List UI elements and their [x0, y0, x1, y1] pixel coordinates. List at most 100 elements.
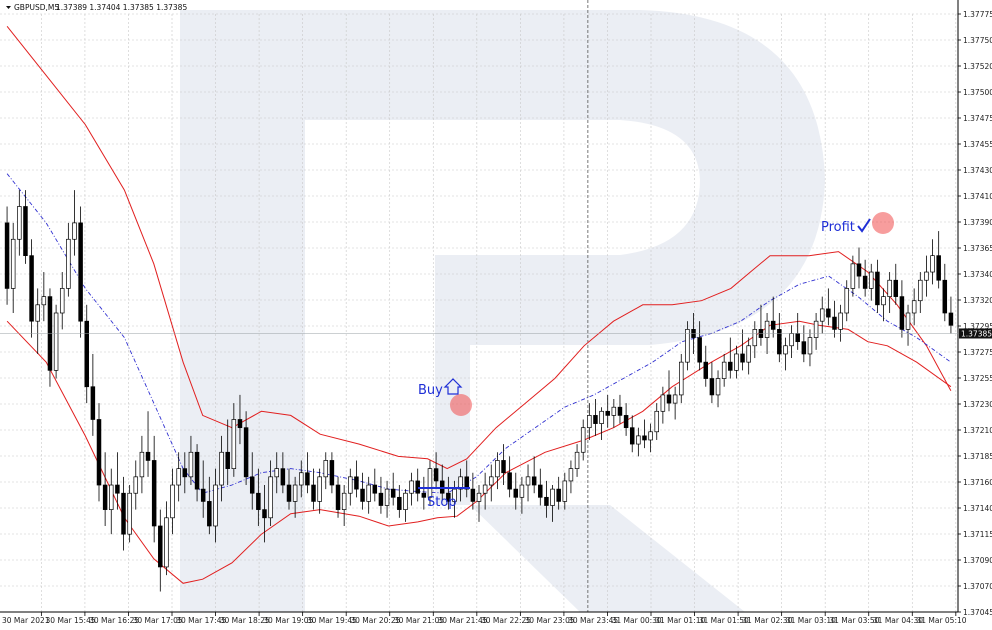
candle-body	[930, 255, 935, 273]
candle-body	[243, 427, 249, 478]
price-tick-label: 1.37500	[963, 88, 992, 97]
candle	[102, 452, 108, 526]
candle	[29, 239, 34, 338]
price-tick-label: 1.37390	[963, 218, 992, 227]
candle-body	[611, 406, 617, 416]
current-price-label: 1.37385	[961, 329, 992, 338]
candle	[623, 403, 629, 436]
candle	[415, 468, 420, 502]
bollinger-upper-line	[6, 25, 952, 470]
candle-body	[918, 279, 923, 302]
price-axis: 1.37775 1.37750 1.37520 1.37500 1.37475 1.374…	[0, 0, 992, 617]
candle	[341, 485, 347, 526]
time-tick-label: 30 Mar 16:25	[89, 616, 139, 625]
candle	[881, 288, 886, 322]
candle-body	[556, 488, 561, 502]
stop-label: Stop	[427, 495, 457, 510]
candle-body	[4, 222, 10, 289]
candle-body	[29, 255, 34, 322]
candle	[268, 460, 273, 526]
candle	[360, 472, 365, 510]
time-tick-label: 31 Mar 03:10	[786, 616, 836, 625]
candle	[887, 272, 892, 313]
candle-body	[764, 320, 770, 338]
candle-body	[519, 484, 525, 498]
candle-body	[354, 476, 359, 490]
candle-body	[544, 496, 549, 506]
candle-body	[323, 460, 329, 478]
dropdown-triangle-icon[interactable]	[6, 6, 11, 9]
trade-annotations: Buy Stop Profit	[418, 212, 894, 510]
candle-body	[96, 419, 102, 486]
check-mark-icon	[857, 218, 871, 233]
candle-body	[550, 488, 555, 506]
price-tick-label: 1.37455	[963, 140, 992, 149]
candle	[482, 472, 488, 510]
candle	[427, 460, 433, 506]
candle	[249, 452, 255, 510]
candle-body	[72, 222, 77, 240]
candle-body	[734, 353, 739, 371]
candle	[446, 476, 451, 510]
candle-body	[703, 361, 709, 379]
candle	[899, 280, 905, 338]
candle	[489, 464, 494, 502]
candle	[409, 472, 414, 506]
candle	[783, 337, 788, 371]
candle-body	[642, 435, 647, 441]
candle	[23, 190, 28, 264]
candle-body	[599, 410, 604, 424]
candle	[182, 452, 188, 494]
candle-body	[587, 415, 592, 429]
candle-body	[568, 468, 574, 482]
candle-body	[121, 492, 126, 535]
candle	[280, 452, 286, 494]
candle-body	[403, 492, 408, 510]
candle-body	[329, 460, 335, 486]
candle	[648, 423, 653, 453]
time-tick-label: 31 Mar 05:10	[916, 616, 966, 625]
candle-body	[341, 492, 347, 510]
candle-body	[59, 288, 65, 314]
candle-body	[84, 320, 89, 388]
time-tick-label: 31 Mar 01:10	[655, 616, 705, 625]
candle	[145, 411, 151, 477]
candle-body	[574, 451, 580, 469]
candle-body	[789, 333, 794, 347]
candle	[115, 452, 120, 510]
candle-body	[335, 484, 341, 510]
candle-body	[237, 419, 243, 429]
buy-label: Buy	[418, 383, 443, 398]
candle	[930, 239, 935, 285]
candle	[660, 386, 666, 424]
candle-body	[249, 476, 255, 494]
candle-body	[709, 378, 715, 396]
candle	[372, 468, 378, 502]
candle-body	[207, 501, 212, 527]
candle	[84, 304, 89, 404]
candle-body	[746, 345, 751, 363]
candle	[556, 476, 561, 510]
candle	[403, 489, 408, 522]
candle-body	[832, 316, 837, 330]
price-tick-label: 1.37255	[963, 374, 992, 383]
candle	[525, 464, 531, 502]
candle	[568, 460, 574, 494]
candle	[911, 288, 917, 326]
candle	[948, 296, 954, 334]
candle-body	[672, 394, 678, 404]
candle	[544, 480, 549, 518]
candle-body	[721, 361, 727, 379]
candle-body	[409, 480, 414, 494]
candle	[838, 304, 843, 342]
candle	[470, 472, 476, 510]
candle	[4, 206, 10, 305]
time-tick-label: 31 Mar 02:30	[742, 616, 792, 625]
candle	[832, 300, 837, 338]
candle-body	[433, 468, 439, 482]
watermark-shape	[180, 10, 825, 612]
candle	[654, 403, 659, 440]
candle	[286, 468, 292, 510]
candle	[893, 263, 899, 305]
